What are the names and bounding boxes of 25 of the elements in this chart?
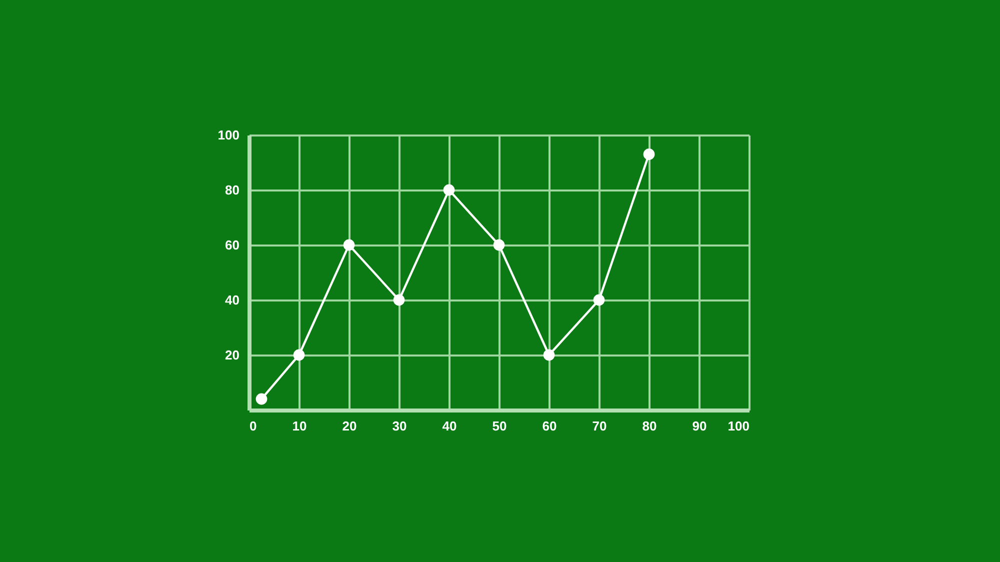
x-tick-label: 60 xyxy=(542,418,557,434)
y-tick-label: 80 xyxy=(225,182,240,198)
point xyxy=(343,239,355,251)
point xyxy=(643,148,655,160)
point xyxy=(256,393,268,405)
y-tick-label: 100 xyxy=(218,128,240,142)
x-tick-label: 0 xyxy=(250,418,257,434)
x-tick-label: 100 xyxy=(728,418,750,434)
x-tick-label: 90 xyxy=(692,418,707,434)
point xyxy=(293,349,305,361)
point xyxy=(543,349,555,361)
x-tick-label: 10 xyxy=(292,418,307,434)
point xyxy=(493,239,505,251)
y-tick-label: 20 xyxy=(225,348,240,362)
x-tick-label: 80 xyxy=(642,418,657,434)
y-tick-label: 40 xyxy=(225,292,240,308)
y-tick-label: 60 xyxy=(225,238,240,252)
x-tick-label: 70 xyxy=(592,418,607,434)
point xyxy=(393,294,405,306)
x-tick-label: 40 xyxy=(442,418,457,434)
point xyxy=(443,184,455,196)
x-tick-label: 20 xyxy=(342,418,357,434)
x-tick-label: 30 xyxy=(392,418,407,434)
x-tick-label: 50 xyxy=(492,418,507,434)
point xyxy=(593,294,605,306)
